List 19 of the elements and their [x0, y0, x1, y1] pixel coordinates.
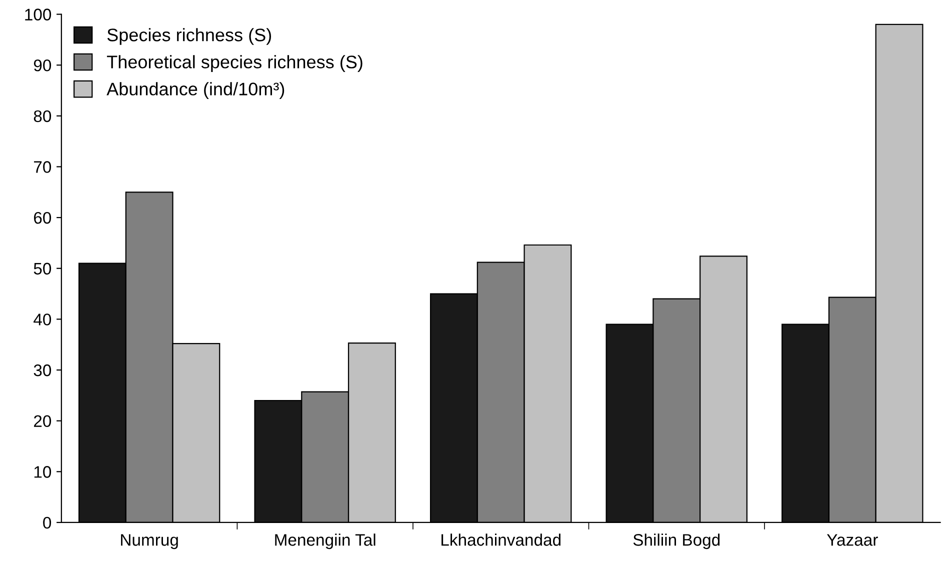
y-tick-label: 100 [25, 8, 52, 20]
legend-label: Species richness (S) [107, 28, 272, 45]
y-tick-label: 50 [34, 262, 52, 275]
y-tick-label: 80 [34, 110, 52, 122]
legend-label: Abundance (ind/10m³) [106, 82, 284, 99]
legend-label: Theoretical species richness (S) [106, 55, 362, 72]
y-tick-label: 10 [34, 466, 52, 478]
x-tick-label: Lkhachinvandad [442, 534, 560, 546]
y-tick-label: 70 [34, 161, 52, 173]
x-tick-label: Menengiin Tal [275, 534, 376, 550]
y-tick-label: 60 [34, 212, 52, 224]
y-tick-label: 20 [34, 415, 52, 428]
x-tick-label: Numrug [121, 534, 178, 550]
y-tick-label: 90 [34, 59, 52, 72]
x-tick-label: Shiliin Bogd [633, 534, 720, 550]
x-tick-label: Yazaar [826, 534, 878, 546]
y-tick-label: 0 [43, 516, 52, 529]
y-tick-label: 40 [34, 314, 52, 326]
y-tick-label: 30 [34, 364, 52, 376]
